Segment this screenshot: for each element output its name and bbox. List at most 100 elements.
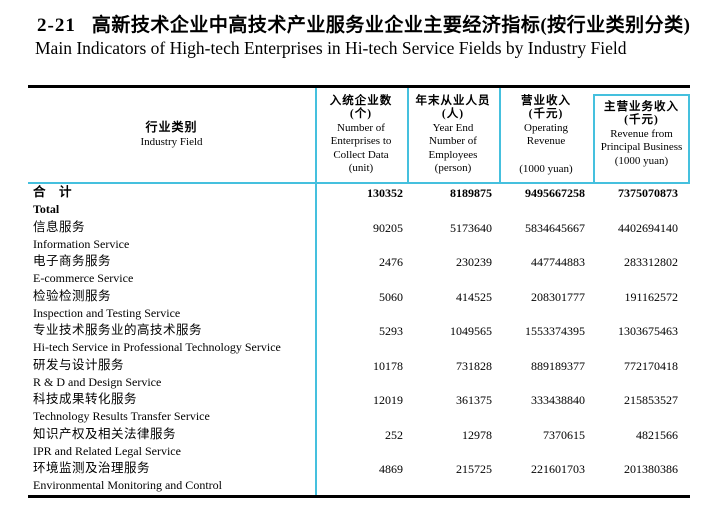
row-label-en: Hi-tech Service in Professional Technolo… — [33, 340, 281, 355]
principal-revenue-header-box — [593, 94, 690, 182]
table-body: 合 计 Total 130352 8189875 9495667258 7375… — [28, 184, 690, 495]
header-enterprises-unit-zh: (个) — [349, 108, 373, 121]
cell-enterprises-count: 10178 — [373, 358, 403, 373]
header-enterprises-unit-en: (unit) — [348, 162, 374, 175]
cell-operating-revenue: 5834645667 — [525, 220, 585, 235]
row-label-zh: 环境监测及治理服务 — [33, 461, 151, 475]
header-principal-revenue-zh: 主营业务收入 — [604, 101, 679, 113]
cell-year-end-employees: 230239 — [456, 255, 492, 269]
row-label-en: IPR and Related Legal Service — [33, 443, 181, 458]
cell-operating-revenue: 447744883 — [531, 255, 585, 269]
row-label: 检验检测服务 Inspection and Testing Service — [28, 288, 315, 322]
table-row: 环境监测及治理服务 Environmental Monitoring and C… — [28, 460, 690, 495]
title-text-zh: 高新技术企业中高技术产业服务业企业主要经济指标(按行业类别分类) — [91, 15, 691, 36]
cell-operating-revenue: 221601703 — [531, 462, 585, 476]
cell-principal-business-revenue: 191162572 — [624, 289, 678, 304]
table-row: 科技成果转化服务 Technology Results Transfer Ser… — [28, 391, 690, 426]
header-industry-field-en: Industry Field — [140, 136, 203, 148]
header-employees-en: Employees — [428, 148, 478, 161]
page-title-en: Main Indicators of High-tech Enterprises… — [35, 38, 627, 58]
header-employees-unit-zh: (人) — [441, 108, 465, 121]
cell-operating-revenue: 889189377 — [531, 358, 585, 373]
row-label-zh: 检验检测服务 — [33, 288, 112, 303]
row-label: 信息服务 Information Service — [28, 219, 315, 253]
cell-enterprises-count: 5060 — [379, 289, 403, 304]
cell-operating-revenue: 1553374395 — [525, 324, 585, 338]
table-row: 信息服务 Information Service 90205 5173640 5… — [28, 219, 690, 254]
header-principal-revenue-en: Revenue from — [610, 127, 673, 140]
cell-principal-business-revenue: 4402694140 — [618, 220, 678, 235]
cell-operating-revenue: 333438840 — [531, 393, 585, 407]
row-label-zh: 电子商务服务 — [33, 254, 112, 268]
cell-operating-revenue: 208301777 — [531, 289, 585, 304]
header-principal-revenue: 主营业务收入 (千元) Revenue from Principal Busin… — [593, 88, 690, 195]
cell-principal-business-revenue: 1303675463 — [618, 324, 678, 338]
row-label-en: Inspection and Testing Service — [33, 305, 181, 320]
header-industry-field-zh: 行业类别 — [145, 120, 198, 134]
row-label-en: R & D and Design Service — [33, 374, 162, 389]
row-label: 知识产权及相关法律服务 IPR and Related Legal Servic… — [28, 426, 315, 460]
cell-year-end-employees: 731828 — [456, 358, 492, 373]
cell-year-end-employees: 215725 — [456, 462, 492, 476]
header-enterprises-en: Enterprises to — [330, 135, 392, 148]
header-enterprises-en: Collect Data — [333, 148, 389, 161]
header-divider — [499, 88, 501, 182]
cell-enterprises-count: 130352 — [367, 186, 403, 200]
table-row: 专业技术服务业的高技术服务 Hi-tech Service in Profess… — [28, 322, 690, 357]
row-label-zh: 信息服务 — [33, 219, 86, 234]
header-enterprises: 入统企业数 (个) Number of Enterprises to Colle… — [315, 88, 407, 189]
column-divider-main — [315, 88, 317, 495]
table-row: 电子商务服务 E-commerce Service 2476 230239 44… — [28, 253, 690, 288]
header-employees: 年末从业人员 (人) Year End Number of Employees … — [407, 88, 499, 189]
cell-principal-business-revenue: 283312802 — [624, 255, 678, 269]
cell-year-end-employees: 8189875 — [450, 186, 492, 200]
header-operating-revenue-en: Operating — [524, 121, 568, 134]
cell-operating-revenue: 7370615 — [543, 427, 585, 442]
cell-enterprises-count: 12019 — [373, 393, 403, 407]
header-operating-revenue-zh: 营业收入 — [521, 95, 571, 107]
cell-principal-business-revenue: 7375070873 — [618, 186, 678, 200]
header-employees-unit-en: (person) — [434, 162, 472, 175]
row-label: 研发与设计服务 R & D and Design Service — [28, 357, 315, 391]
header-operating-revenue: 营业收入 (千元) Operating Revenue (1000 yuan) — [499, 88, 593, 189]
cell-year-end-employees: 1049565 — [450, 324, 492, 338]
header-enterprises-en: Number of — [337, 121, 385, 134]
statistics-table: 行业类别 Industry Field 入统企业数 (个) Number of … — [28, 85, 690, 498]
cell-principal-business-revenue: 772170418 — [624, 358, 678, 373]
table-header: 行业类别 Industry Field 入统企业数 (个) Number of … — [28, 88, 690, 184]
header-employees-en: Number of — [429, 135, 477, 148]
header-operating-revenue-unit-zh: (千元) — [528, 108, 564, 121]
cell-year-end-employees: 5173640 — [450, 220, 492, 235]
row-label-en: E-commerce Service — [33, 271, 134, 286]
header-employees-en: Year End — [432, 121, 474, 134]
cell-principal-business-revenue: 4821566 — [636, 427, 678, 442]
header-enterprises-zh: 入统企业数 — [329, 95, 393, 107]
header-principal-revenue-en: Principal Business — [600, 141, 683, 154]
cell-enterprises-count: 4869 — [379, 462, 403, 476]
row-label-zh: 科技成果转化服务 — [33, 392, 138, 406]
row-label: 电子商务服务 E-commerce Service — [28, 253, 315, 287]
cell-operating-revenue: 9495667258 — [525, 186, 585, 200]
header-divider — [407, 88, 409, 182]
table-row: 检验检测服务 Inspection and Testing Service 50… — [28, 288, 690, 323]
table-row: 研发与设计服务 R & D and Design Service 10178 7… — [28, 357, 690, 392]
row-label-en: Total — [33, 202, 60, 217]
row-label-en: Environmental Monitoring and Control — [33, 478, 222, 493]
header-industry-field: 行业类别 Industry Field — [28, 88, 315, 182]
row-label: 合 计 Total — [28, 184, 315, 218]
header-employees-zh: 年末从业人员 — [415, 95, 491, 107]
cell-principal-business-revenue: 201380386 — [624, 462, 678, 476]
page-title-zh: 2-21 高新技术企业中高技术产业服务业企业主要经济指标(按行业类别分类) — [37, 10, 707, 37]
table-top-rule — [28, 85, 690, 88]
row-label-zh: 专业技术服务业的高技术服务 — [33, 323, 203, 337]
header-operating-revenue-en: Revenue — [526, 135, 566, 148]
table-number: 2-21 — [37, 15, 76, 36]
row-label-zh: 知识产权及相关法律服务 — [33, 426, 177, 441]
cell-principal-business-revenue: 215853527 — [624, 393, 678, 407]
cell-year-end-employees: 12978 — [462, 427, 492, 442]
row-label: 科技成果转化服务 Technology Results Transfer Ser… — [28, 391, 315, 425]
header-principal-revenue-unit-en: (1000 yuan) — [614, 154, 669, 167]
table-row: 合 计 Total 130352 8189875 9495667258 7375… — [28, 184, 690, 219]
row-label-zh: 合 计 — [33, 185, 73, 199]
